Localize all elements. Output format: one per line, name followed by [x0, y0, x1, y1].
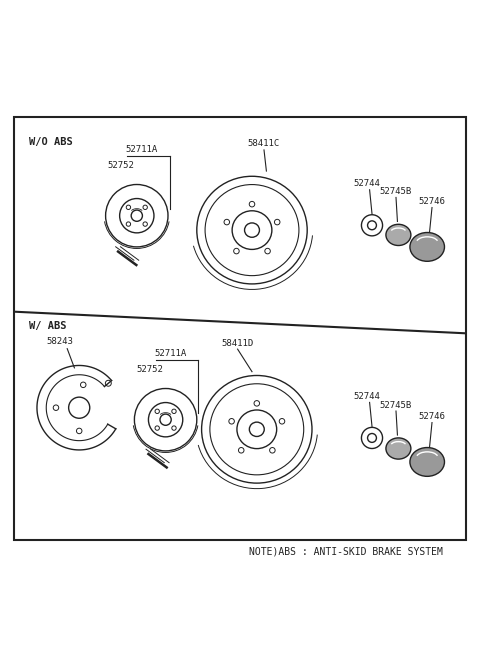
Circle shape [160, 414, 171, 425]
Text: W/O ABS: W/O ABS [29, 137, 72, 147]
Text: 52711A: 52711A [154, 349, 187, 358]
Bar [14, 118, 466, 539]
Ellipse shape [410, 233, 444, 261]
Text: 58243: 58243 [47, 337, 73, 346]
Circle shape [69, 397, 90, 419]
Text: 58411D: 58411D [221, 339, 254, 348]
Text: NOTE)ABS : ANTI-SKID BRAKE SYSTEM: NOTE)ABS : ANTI-SKID BRAKE SYSTEM [249, 547, 443, 556]
Circle shape [131, 210, 143, 221]
Ellipse shape [244, 223, 260, 237]
Text: 52752: 52752 [108, 162, 134, 170]
Text: 52752: 52752 [137, 365, 163, 374]
Ellipse shape [249, 422, 264, 436]
Ellipse shape [386, 438, 411, 459]
Text: W/ ABS: W/ ABS [29, 321, 66, 331]
Circle shape [368, 434, 376, 442]
Text: 52745B: 52745B [380, 401, 412, 409]
Text: 52746: 52746 [419, 412, 445, 421]
Ellipse shape [386, 224, 411, 246]
Circle shape [368, 221, 376, 230]
Circle shape [361, 215, 383, 236]
Circle shape [361, 428, 383, 449]
Text: 52745B: 52745B [380, 187, 412, 196]
Text: 52711A: 52711A [125, 145, 158, 154]
Text: 52744: 52744 [354, 179, 381, 189]
Text: 52744: 52744 [354, 392, 381, 401]
Text: 58411C: 58411C [248, 139, 280, 148]
Text: 52746: 52746 [419, 197, 445, 206]
Ellipse shape [410, 447, 444, 476]
